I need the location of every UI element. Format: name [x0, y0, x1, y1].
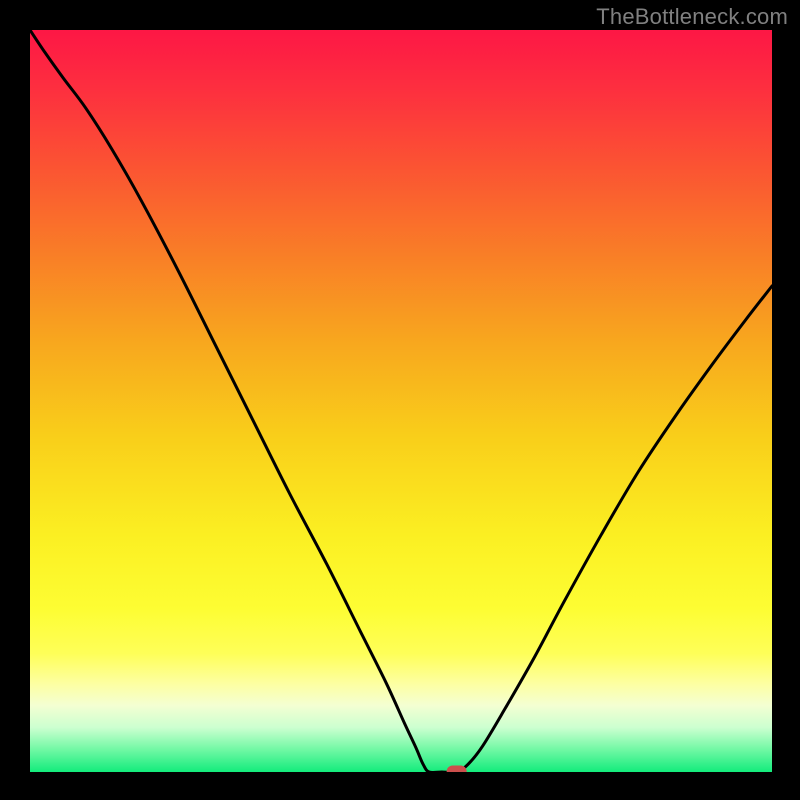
chart-frame: TheBottleneck.com	[0, 0, 800, 800]
chart-background	[30, 30, 772, 772]
plot-area	[30, 30, 772, 772]
watermark-text: TheBottleneck.com	[596, 4, 788, 30]
optimum-marker	[447, 766, 467, 773]
chart-svg	[30, 30, 772, 772]
